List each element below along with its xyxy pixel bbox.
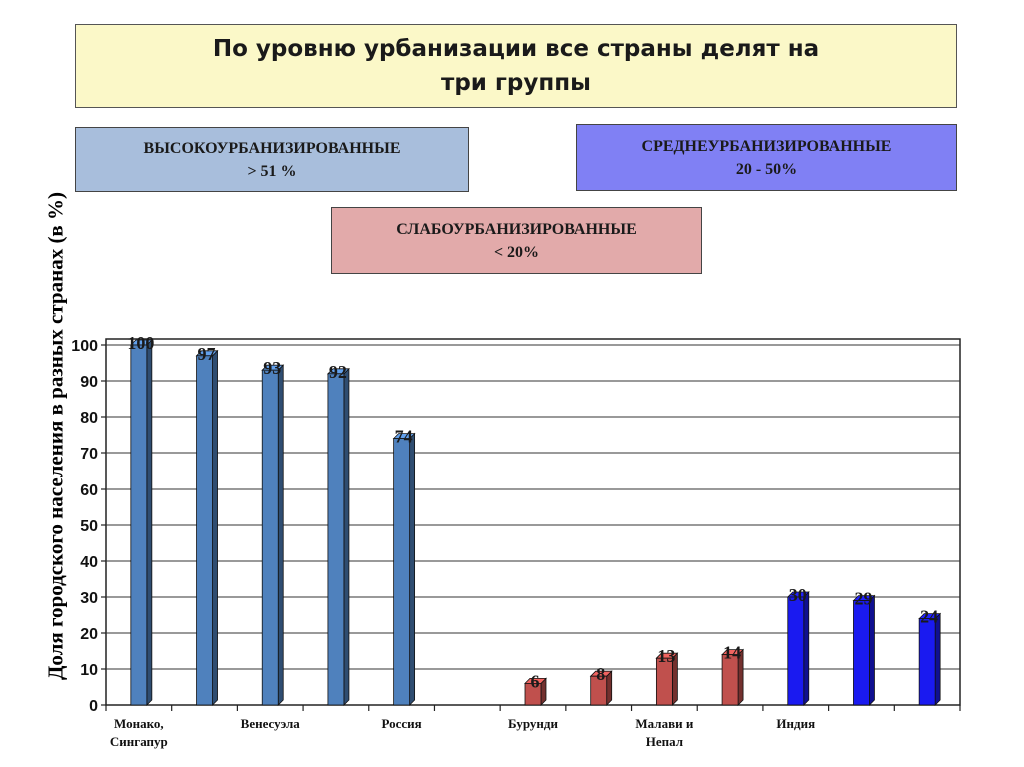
- low-group-range: < 20%: [493, 243, 540, 261]
- bar: [918, 618, 936, 706]
- high-group-name: ВЫСОКОУРБАНИЗИРОВАННЫЕ: [143, 139, 401, 157]
- bar-side: [934, 612, 941, 706]
- high-urbanized-group-box: ВЫСОКОУРБАНИЗИРОВАННЫЕ > 51 %: [75, 127, 469, 192]
- data-label: 30: [789, 585, 807, 605]
- x-category-label: Малави и: [635, 716, 693, 731]
- y-tick-label: 80: [80, 410, 98, 427]
- bar-side: [409, 432, 416, 706]
- data-label: 92: [329, 362, 347, 382]
- bar-side: [803, 591, 810, 706]
- slide-title: По уровню урбанизации все страны делят н…: [75, 24, 957, 108]
- bar-side: [277, 364, 284, 706]
- plot-area: [105, 338, 961, 706]
- mid-group-range: 20 - 50%: [735, 160, 798, 178]
- y-tick-label: 90: [80, 374, 98, 391]
- bar: [130, 344, 148, 706]
- y-tick-label: 10: [80, 662, 98, 679]
- slide-title-text: По уровню урбанизации все страны делят н…: [212, 36, 820, 96]
- x-category-label: Бурунди: [508, 716, 558, 731]
- x-category-label: Сингапур: [110, 734, 168, 749]
- data-label: 29: [854, 589, 872, 609]
- bar-side: [146, 339, 153, 706]
- bar: [721, 654, 739, 706]
- bar-side: [343, 367, 350, 706]
- x-category-label: Индия: [776, 716, 815, 731]
- y-tick-label: 50: [80, 518, 98, 535]
- high-group-range: > 51 %: [247, 162, 297, 180]
- data-label: 14: [723, 643, 741, 663]
- bar: [524, 683, 542, 706]
- bar: [393, 438, 411, 706]
- data-label: 13: [657, 646, 675, 666]
- y-tick-label: 20: [80, 626, 98, 643]
- y-tick-label: 40: [80, 554, 98, 571]
- x-category-label: Монако,: [114, 716, 164, 731]
- x-category-label: Россия: [382, 716, 422, 731]
- y-tick-label: 60: [80, 482, 98, 499]
- data-label: 93: [263, 358, 281, 378]
- bar: [261, 369, 279, 706]
- bar: [655, 657, 673, 706]
- bar: [327, 373, 345, 706]
- low-urbanized-group-box: СЛАБОУРБАНИЗИРОВАННЫЕ < 20%: [331, 207, 702, 274]
- x-category-label: Венесуэла: [241, 716, 301, 731]
- bar-side: [606, 670, 613, 706]
- data-label: 6: [531, 671, 540, 691]
- bar: [787, 596, 805, 706]
- bar: [590, 675, 608, 706]
- data-label: 100: [127, 333, 154, 353]
- y-tick-label: 70: [80, 446, 98, 463]
- bar: [196, 355, 213, 706]
- data-label: 97: [198, 344, 216, 364]
- bar: [853, 600, 870, 706]
- low-group-name: СЛАБОУРБАНИЗИРОВАННЫЕ: [396, 220, 637, 238]
- y-tick-label: 0: [89, 698, 98, 715]
- data-label: 74: [395, 427, 413, 447]
- data-label: 8: [596, 664, 605, 684]
- y-tick-label: 30: [80, 590, 98, 607]
- bar-side: [869, 594, 875, 706]
- bar-side: [212, 349, 218, 706]
- x-category-label: Непал: [646, 734, 683, 749]
- y-tick-label: 100: [71, 338, 98, 355]
- mid-group-name: СРЕДНЕУРБАНИЗИРОВАННЫЕ: [641, 137, 892, 155]
- data-label: 24: [920, 607, 938, 627]
- mid-urbanized-group-box: СРЕДНЕУРБАНИЗИРОВАННЫЕ 20 - 50%: [576, 124, 957, 191]
